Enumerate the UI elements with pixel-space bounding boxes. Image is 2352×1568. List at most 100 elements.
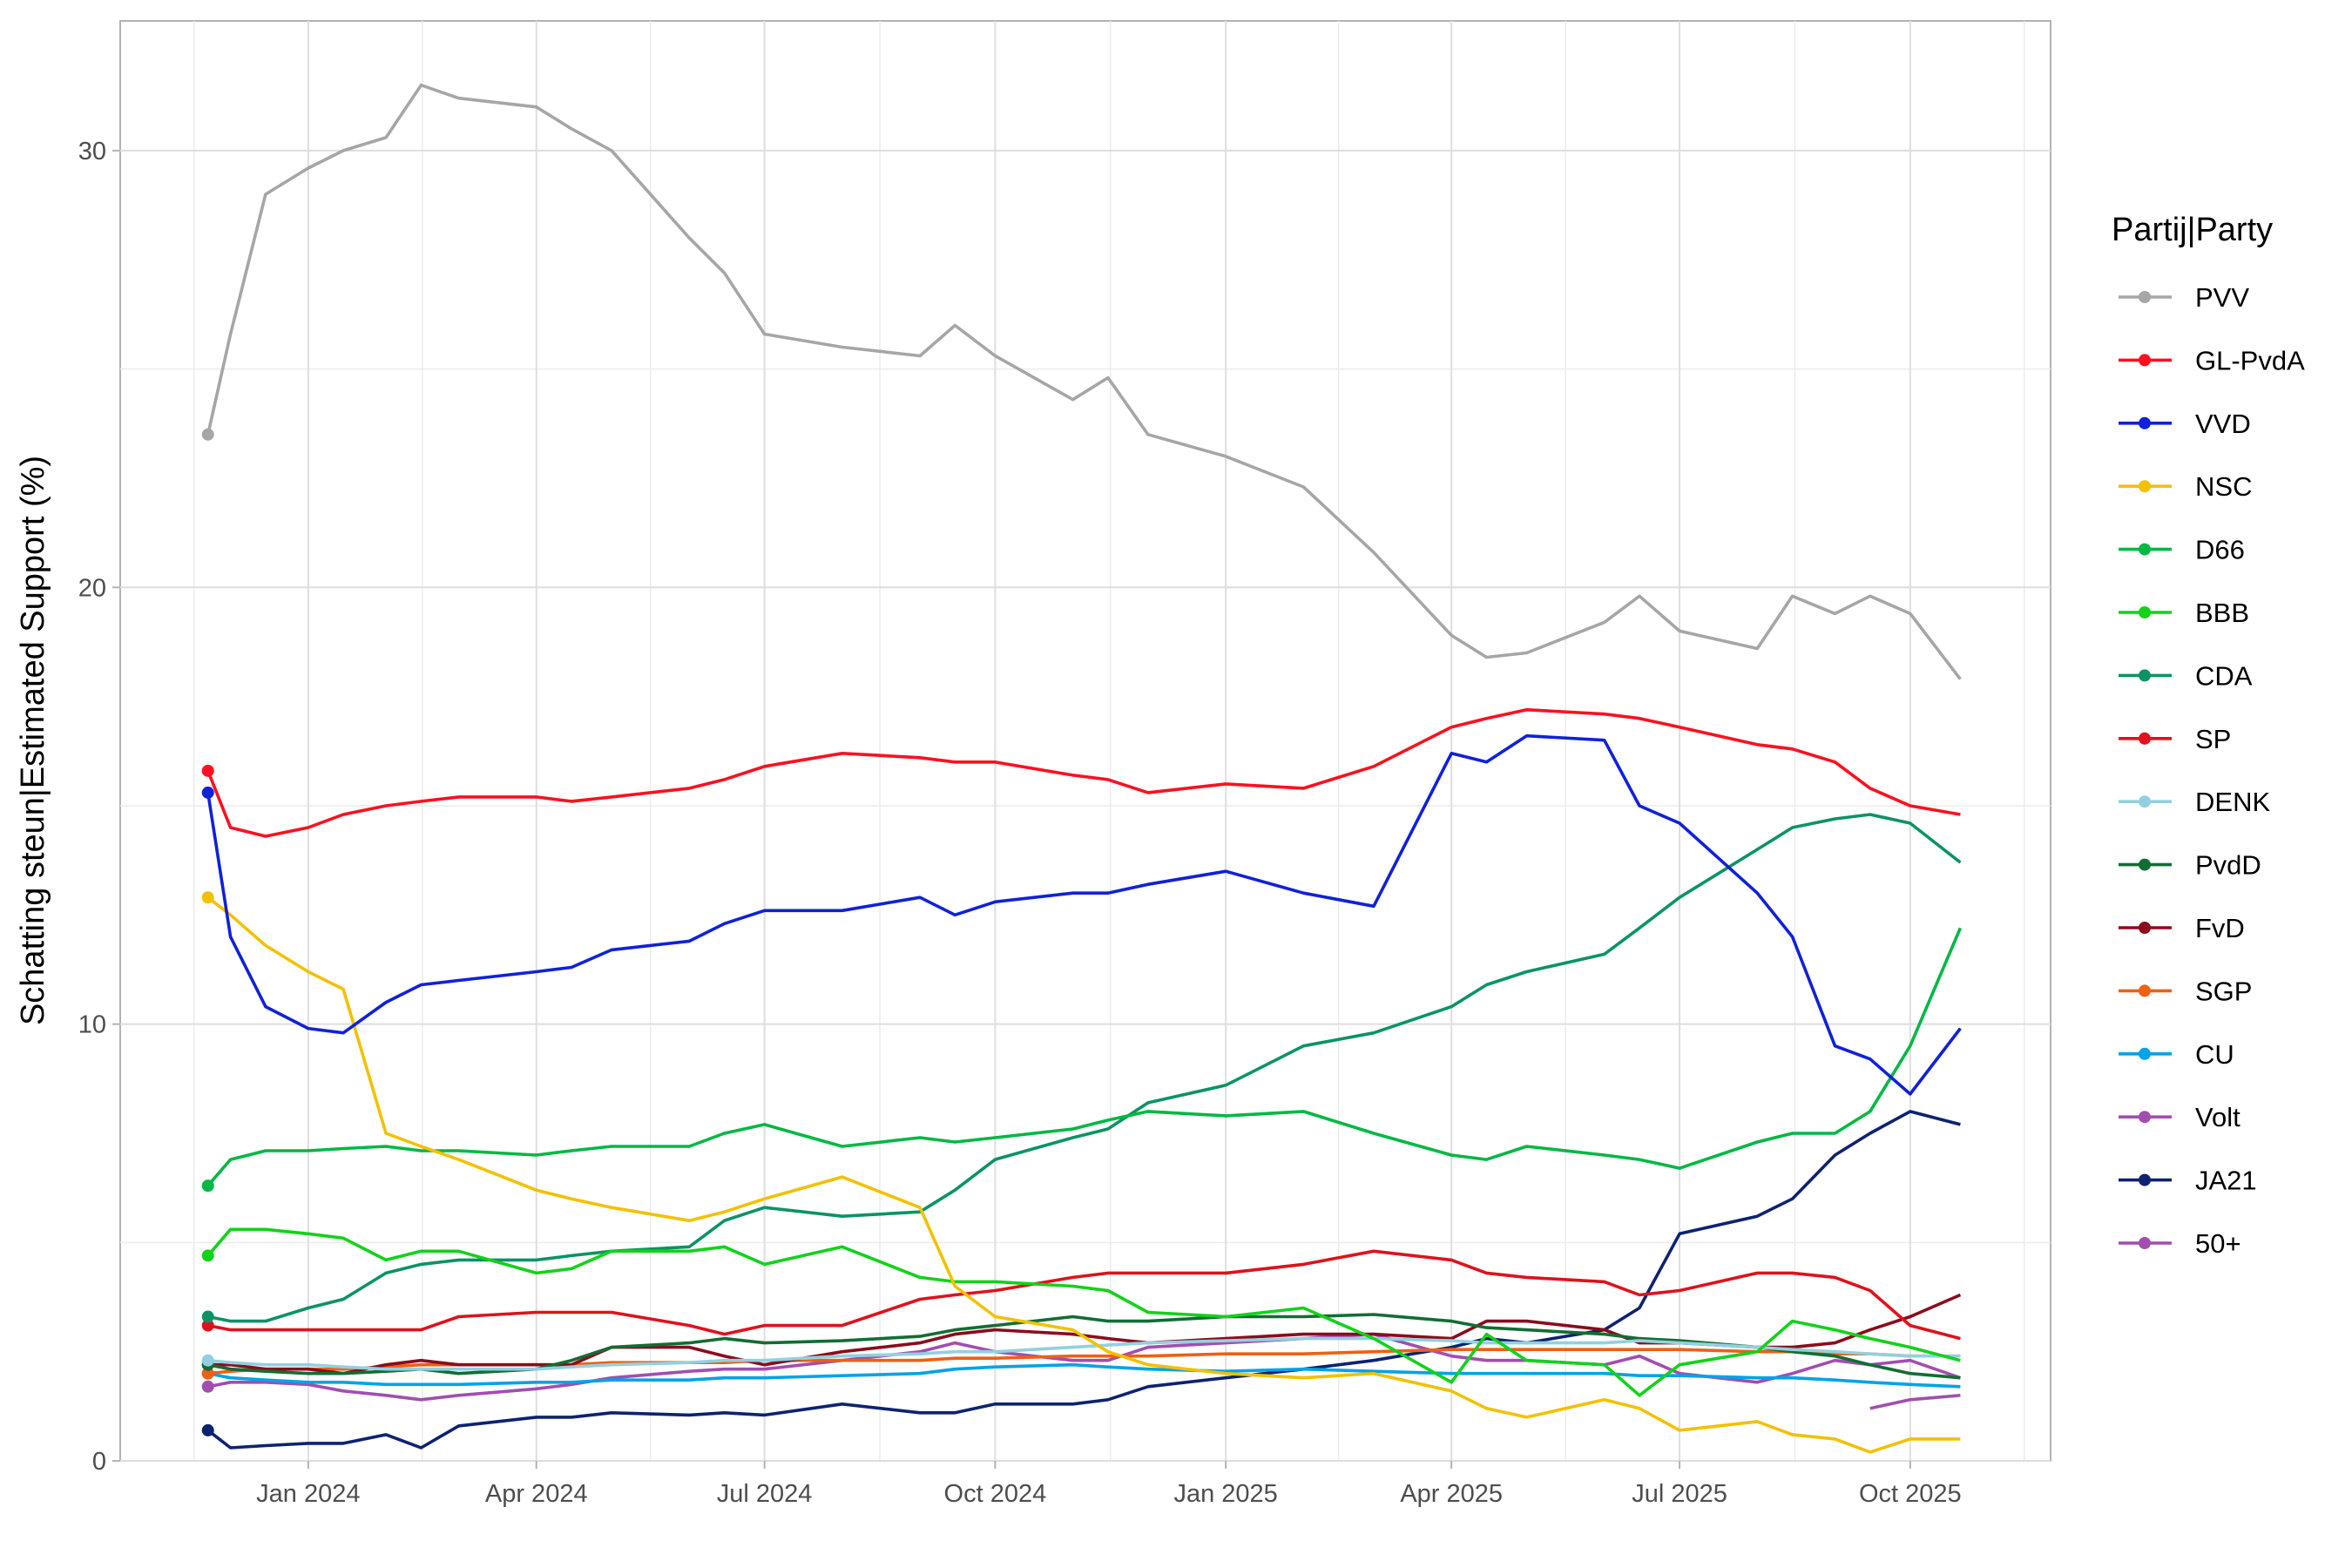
legend-item-cda: CDA — [2119, 660, 2253, 691]
series-line-gl-pvda — [206, 707, 1961, 838]
legend-title: Partij|Party — [2112, 212, 2273, 248]
series-nsc — [201, 891, 1961, 1454]
series-start-point-vvd — [201, 786, 214, 799]
legend-key-point — [2139, 606, 2151, 618]
legend-label: Volt — [2195, 1102, 2240, 1132]
legend-label: D66 — [2195, 535, 2245, 565]
y-tick-label: 10 — [78, 1011, 106, 1039]
x-tick-label: Jul 2024 — [717, 1480, 813, 1508]
x-axis: Jan 2024 Apr 2024 Jul 2024 Oct 2024 Jan 2025… — [256, 1461, 1962, 1508]
series-line-d66 — [206, 927, 1963, 1187]
series-start-point-denk — [201, 1354, 214, 1367]
legend-item-nsc: NSC — [2119, 471, 2252, 502]
series-line-vvd — [206, 733, 1962, 1096]
x-tick-label: Apr 2024 — [485, 1480, 588, 1508]
legend-label: PVV — [2195, 282, 2249, 313]
legend-item-50-: 50+ — [2119, 1228, 2241, 1259]
series-start-point-bbb — [201, 1249, 214, 1262]
series-start-point-d66 — [201, 1179, 214, 1193]
legend-item-pvdd: PvdD — [2119, 850, 2261, 881]
legend-key-point — [2139, 1237, 2151, 1249]
legend-item-sgp: SGP — [2119, 976, 2252, 1006]
legend-key-point — [2139, 1111, 2151, 1124]
x-tick-label: Oct 2025 — [1859, 1480, 1962, 1508]
series-line-nsc — [206, 896, 1961, 1454]
legend-label: GL-PvdA — [2195, 345, 2305, 375]
legend-key-point — [2139, 291, 2151, 303]
series-denk — [201, 1336, 1961, 1371]
y-tick-label: 0 — [92, 1448, 106, 1476]
series-line-cda — [207, 813, 1962, 1323]
legend-key-point — [2139, 858, 2151, 871]
series-line-cu — [207, 1362, 1961, 1389]
series-start-point-pvv — [201, 428, 214, 441]
x-tick-label: Oct 2024 — [944, 1480, 1047, 1508]
legend-label: BBB — [2195, 598, 2249, 628]
x-tick-label: Jul 2025 — [1632, 1480, 1727, 1508]
series-gl-pvda — [201, 707, 1961, 838]
legend-item-vvd: VVD — [2119, 409, 2251, 439]
legend-label: DENK — [2195, 787, 2270, 817]
legend-label: CDA — [2195, 660, 2253, 691]
legend-label: SGP — [2195, 976, 2252, 1006]
x-tick-label: Apr 2025 — [1400, 1480, 1503, 1508]
series-line-pvv — [206, 83, 1962, 680]
legend-key-point — [2139, 732, 2151, 745]
legend-label: VVD — [2195, 409, 2251, 439]
legend-item-fvd: FvD — [2119, 913, 2245, 943]
legend-key-point — [2139, 1173, 2151, 1186]
legend-label: NSC — [2195, 471, 2252, 502]
series-line-bbb — [206, 1227, 1961, 1397]
series-start-point-volt — [201, 1380, 214, 1393]
legend: PVV GL-PvdA VVD NSC D66 BBB CDA SP DENK PvdD FvD SG… — [2119, 282, 2305, 1259]
series-ja21 — [201, 1110, 1961, 1450]
legend-item-ja21: JA21 — [2119, 1166, 2257, 1196]
legend-key-point — [2139, 922, 2151, 934]
legend-item-volt: Volt — [2119, 1102, 2240, 1132]
gridlines — [120, 21, 2051, 1462]
series-line-sgp — [207, 1348, 1961, 1375]
y-axis: 0 10 20 30 — [78, 138, 120, 1476]
legend-key-point — [2139, 480, 2151, 493]
legend-label: JA21 — [2195, 1166, 2257, 1196]
series-line-denk — [207, 1336, 1961, 1371]
y-tick-label: 30 — [78, 138, 106, 166]
plot-panel — [119, 20, 2051, 1462]
legend-key-point — [2139, 354, 2151, 367]
y-axis-label: Schatting steun|Estimated Support (%) — [15, 456, 51, 1025]
legend-label: CU — [2195, 1039, 2234, 1070]
series-d66 — [201, 927, 1963, 1193]
series-start-point-sp — [201, 1319, 214, 1332]
legend-item-gl-pvda: GL-PvdA — [2119, 345, 2305, 375]
legend-key-point — [2139, 543, 2151, 556]
legend-label: FvD — [2195, 913, 2245, 943]
legend-label: 50+ — [2195, 1228, 2241, 1259]
series-lines — [201, 83, 1963, 1454]
legend-item-bbb: BBB — [2119, 598, 2249, 628]
legend-key-point — [2139, 1047, 2151, 1060]
legend-key-point — [2139, 984, 2151, 997]
series-cda — [201, 813, 1962, 1323]
series-sgp — [201, 1348, 1961, 1380]
series-start-point-ja21 — [201, 1423, 214, 1436]
series-50- — [1869, 1394, 1961, 1410]
x-tick-label: Jan 2025 — [1173, 1480, 1277, 1508]
legend-item-pvv: PVV — [2119, 282, 2249, 313]
legend-item-denk: DENK — [2119, 787, 2270, 817]
series-start-point-cda — [201, 1310, 214, 1323]
series-line-50- — [1869, 1394, 1961, 1410]
legend-key-point — [2139, 795, 2151, 808]
series-pvv — [201, 83, 1962, 680]
series-start-point-gl-pvda — [201, 764, 214, 777]
legend-item-d66: D66 — [2119, 535, 2245, 565]
x-tick-label: Jan 2024 — [256, 1480, 360, 1508]
series-vvd — [201, 733, 1962, 1096]
y-tick-label: 20 — [78, 574, 106, 602]
legend-item-cu: CU — [2119, 1039, 2234, 1070]
legend-label: SP — [2195, 724, 2231, 754]
series-start-point-sgp — [201, 1367, 214, 1380]
series-start-point-nsc — [201, 891, 214, 904]
legend-key-point — [2139, 669, 2151, 682]
legend-key-point — [2139, 416, 2151, 429]
